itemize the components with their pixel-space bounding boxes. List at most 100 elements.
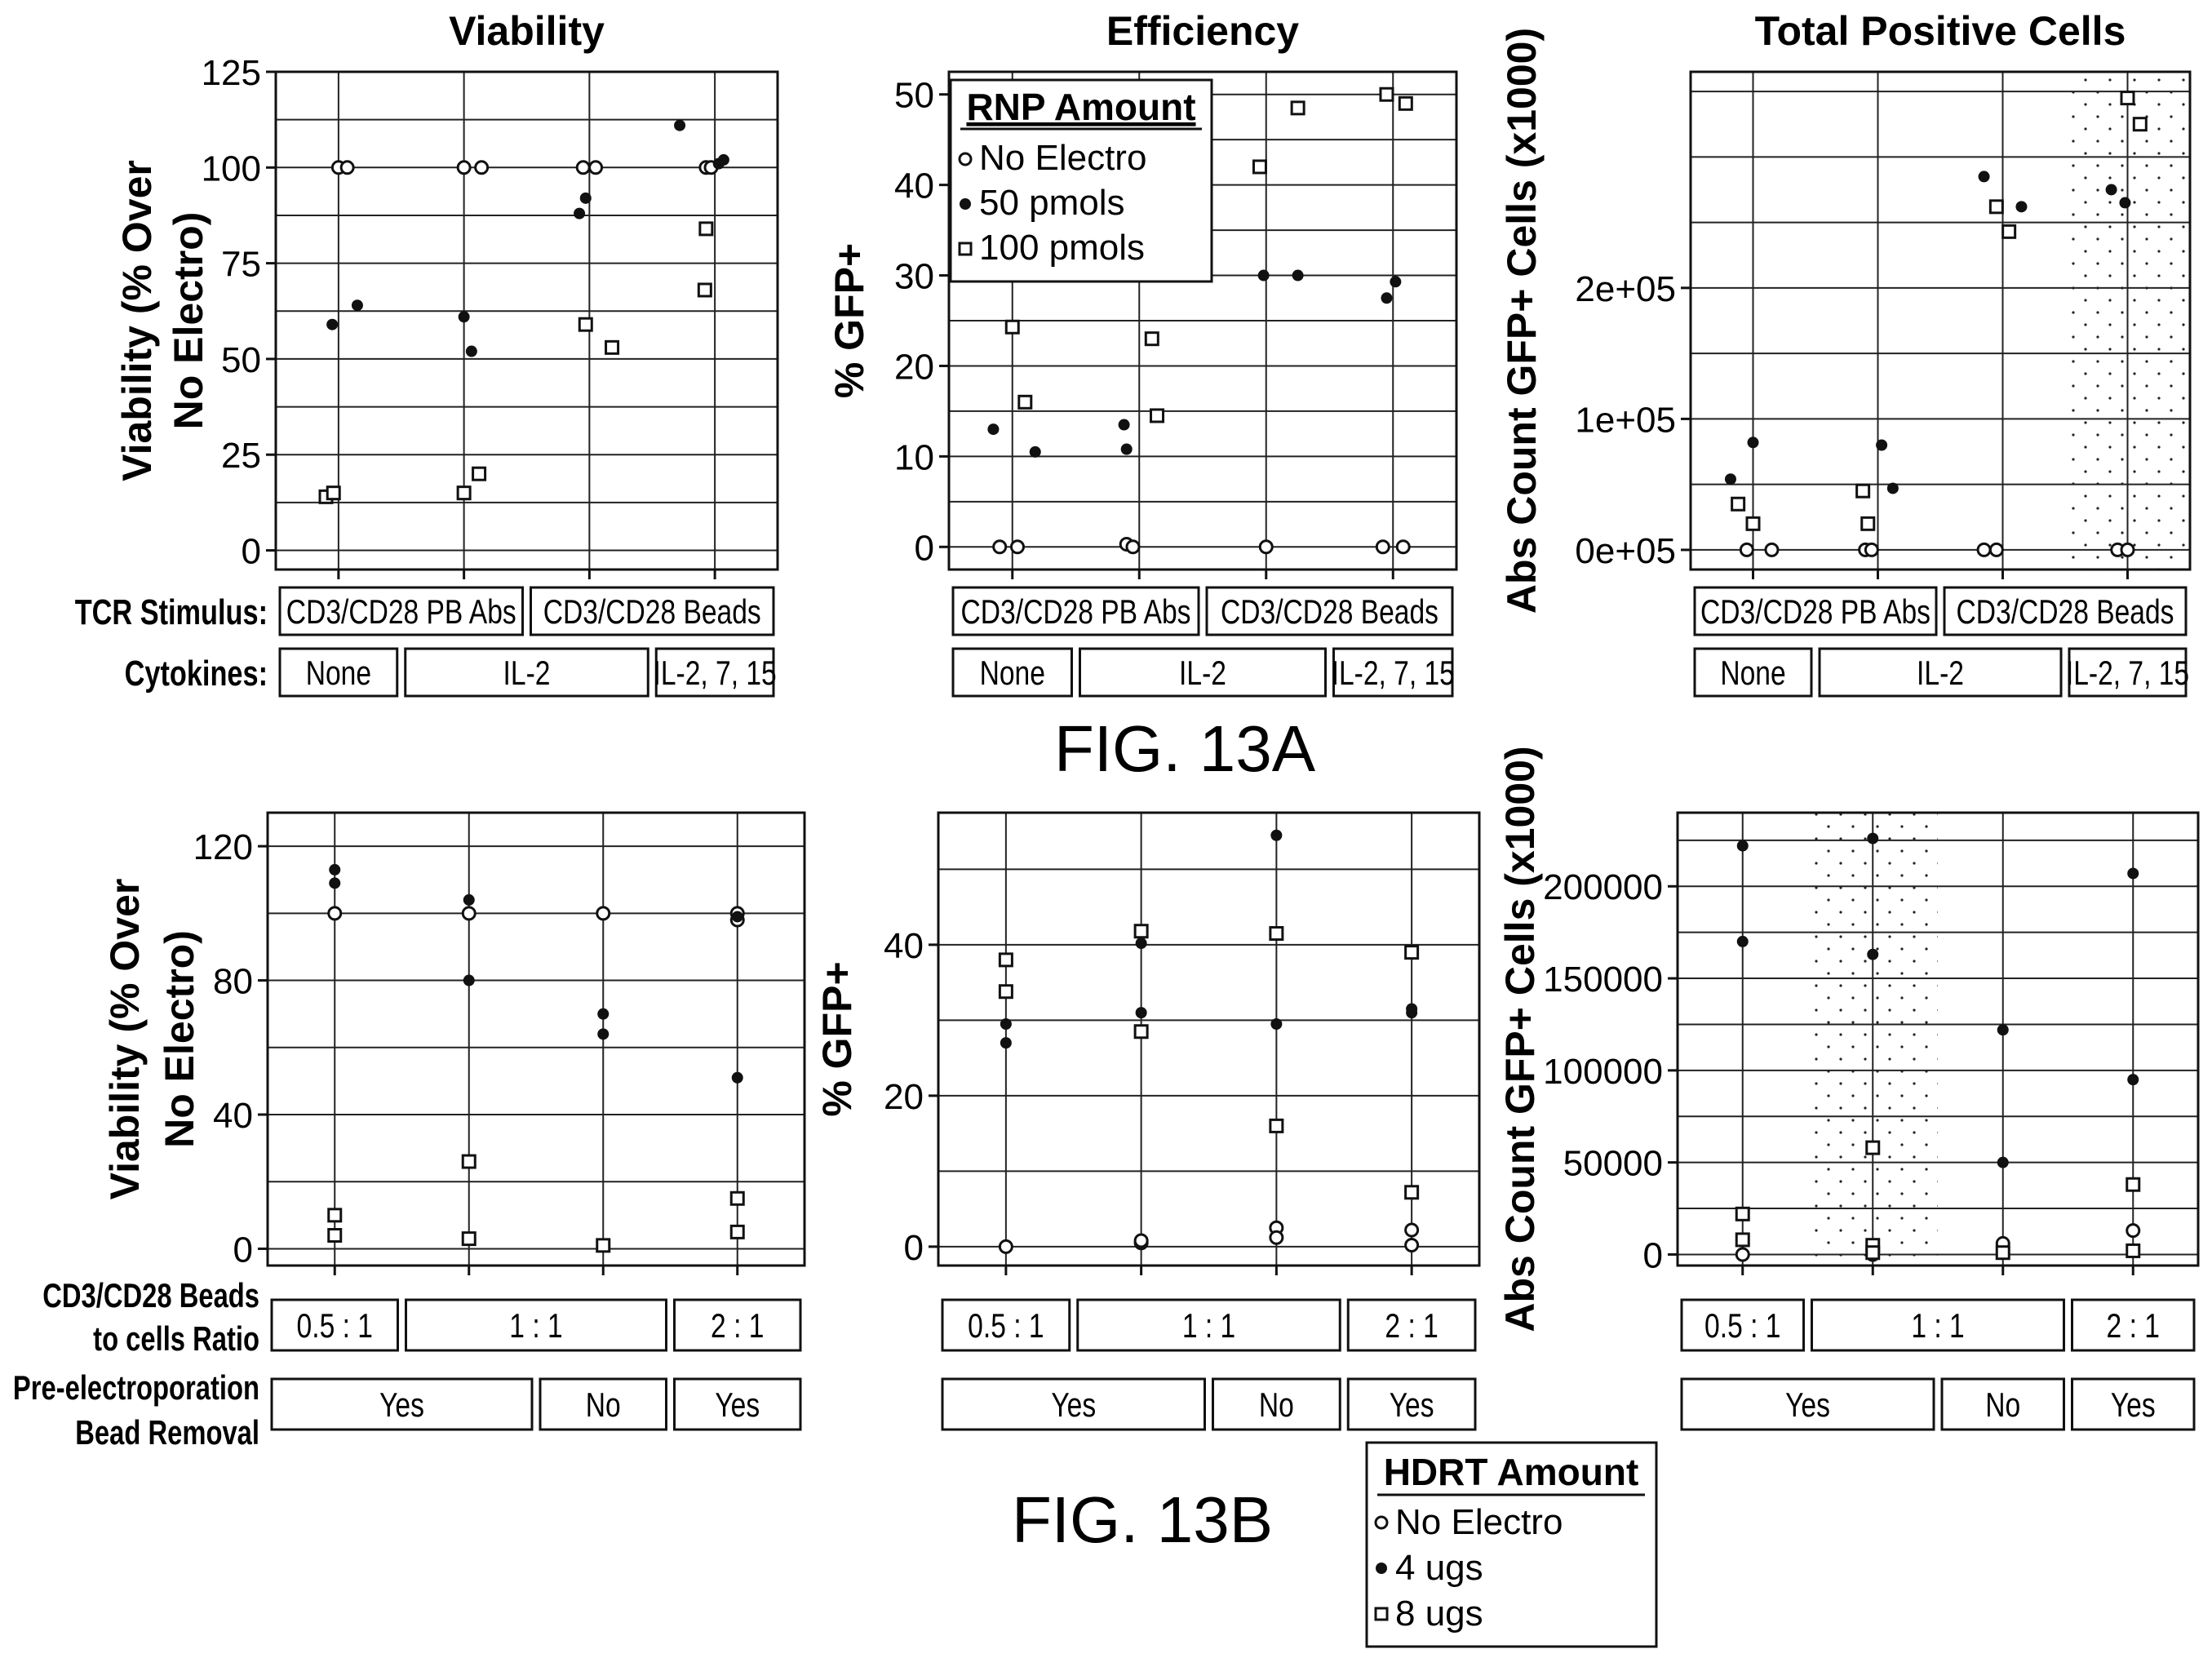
legend-rnp-50-marker (960, 198, 971, 210)
condition-label: Yes (1051, 1387, 1096, 1425)
chart-title: Viability (449, 8, 605, 54)
y-tick-label: 100000 (1543, 1052, 1663, 1092)
row-labels-b: CD3/CD28 Beads to cells Ratio Pre-electr… (13, 1276, 259, 1452)
condition-box (1940, 1377, 2065, 1431)
y-tick-label: 150000 (1543, 960, 1663, 1000)
legend-hdrt-no-electro: No Electro (1395, 1502, 1563, 1542)
data-point-square (729, 1190, 745, 1206)
condition-box (941, 1377, 1206, 1431)
data-point-dot (574, 207, 586, 219)
condition-box (1079, 647, 1327, 698)
data-point-square (1379, 86, 1394, 102)
plot-frame (1689, 70, 2192, 571)
y-axis-label: % GFP+ (827, 243, 872, 398)
condition-box (951, 647, 1073, 698)
y-tick-label: 80 (213, 962, 253, 1002)
condition-box (1818, 647, 2063, 698)
data-point-dot (1135, 938, 1147, 950)
data-point-open-circle (1404, 1222, 1420, 1238)
data-point-open-circle (992, 539, 1008, 555)
data-point-dot (1135, 1007, 1147, 1019)
condition-label: 2 : 1 (1385, 1308, 1438, 1345)
panel-b1: 0 40 80 120 Viability (% Over No Electro) 0.5 … (102, 811, 806, 1431)
data-point-square (1865, 1245, 1881, 1261)
condition-label: CD3/CD28 Beads (1221, 594, 1438, 632)
legend-rnp-50: 50 pmols (979, 183, 1125, 223)
data-point-dot (1978, 171, 1990, 183)
legend-rnp-box (949, 78, 1213, 283)
legend-hdrt-box (1365, 1441, 1658, 1648)
condition-label: 0.5 : 1 (297, 1308, 373, 1345)
data-point-dot (1736, 840, 1749, 852)
data-point-square (2126, 1177, 2141, 1192)
y-tick-label: 50 (894, 76, 934, 116)
data-point-open-circle (1009, 539, 1025, 555)
data-point-dot (674, 119, 686, 131)
data-point-square (2001, 224, 2017, 239)
data-point-dot (1000, 1018, 1012, 1030)
condition-box (951, 586, 1200, 636)
data-point-open-circle (1764, 542, 1780, 557)
data-point-dot (579, 192, 592, 204)
data-point-square (1017, 394, 1033, 410)
condition-box (1332, 647, 1454, 698)
plot-frame (1676, 811, 2200, 1267)
legend-hdrt-4ugs-marker (1376, 1563, 1387, 1574)
y-tick-label: 40 (884, 926, 924, 966)
y-tick-label: 1e+05 (1575, 400, 1676, 440)
condition-label: 0.5 : 1 (1704, 1308, 1780, 1345)
condition-box (404, 647, 649, 698)
data-point-dot (2105, 184, 2117, 196)
data-point-square (327, 1228, 343, 1243)
data-point-dot (597, 1028, 610, 1040)
chart-title: Total Positive Cells (1755, 8, 2126, 54)
data-point-open-circle (461, 906, 477, 921)
condition-label: CD3/CD28 PB Abs (1700, 594, 1931, 632)
legend-rnp-100-marker (958, 242, 973, 256)
plot-frame (947, 70, 1458, 571)
y-tick-label: 200000 (1543, 867, 1663, 907)
data-point-open-circle (588, 160, 604, 175)
data-point-dot (1406, 1007, 1418, 1019)
data-point-dot (1390, 276, 1402, 288)
data-point-open-circle (1269, 1230, 1284, 1245)
data-point-square (605, 339, 620, 355)
data-point-square (1404, 1185, 1420, 1200)
legend-rnp: RNP Amount No Electro 50 pmols 100 pmols (949, 78, 1213, 283)
data-point-square (1865, 1140, 1881, 1155)
data-point-open-circle (1375, 539, 1390, 555)
condition-label: 2 : 1 (2107, 1308, 2160, 1345)
condition-box (1811, 1298, 2065, 1352)
row-label-tcr-stimulus: TCR Stimulus: (75, 592, 268, 632)
data-point-square (1133, 1024, 1149, 1040)
data-point-open-circle (339, 160, 355, 175)
data-point-open-circle (596, 906, 611, 921)
data-point-square (1269, 1118, 1284, 1133)
legend-hdrt-4ugs: 4 ugs (1395, 1548, 1483, 1588)
condition-box (278, 647, 399, 698)
data-point-open-circle (1976, 542, 1992, 557)
data-point-square (1988, 199, 2004, 215)
y-axis-label: % GFP+ (814, 961, 860, 1116)
data-point-square (1133, 924, 1149, 939)
chart-title: Efficiency (1106, 8, 1299, 54)
y-axis-label: Abs Count GFP+ Cells (x1000) (1499, 28, 1545, 614)
condition-label: Yes (2111, 1387, 2156, 1425)
figure-label-13a: FIG. 13A (1054, 712, 1316, 785)
y-tick-label: 0 (915, 528, 934, 568)
data-point-dot (2127, 1074, 2139, 1086)
y-tick-label: 50000 (1563, 1144, 1663, 1184)
data-point-dot (329, 863, 341, 876)
data-point-square (729, 1224, 745, 1239)
plot-frame (266, 811, 806, 1267)
data-point-dot (465, 345, 477, 357)
data-point-square (578, 317, 593, 332)
y-tick-label: 125 (202, 53, 261, 93)
data-point-dot (1292, 269, 1304, 282)
plot-frame (274, 70, 779, 571)
condition-box (405, 1298, 667, 1352)
data-point-dot (1997, 1024, 2009, 1036)
row-label-bead-removal-2: Bead Removal (75, 1413, 259, 1452)
